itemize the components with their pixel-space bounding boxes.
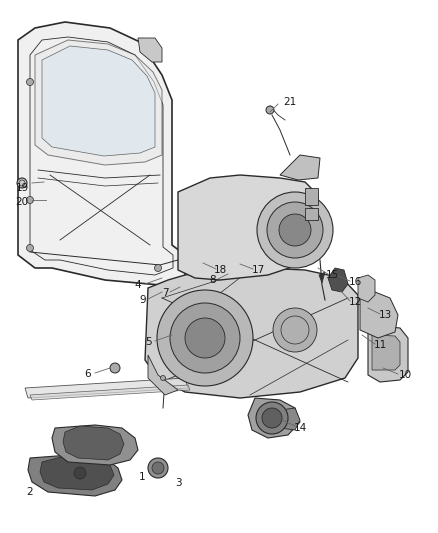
Text: 1: 1 <box>139 472 145 482</box>
Circle shape <box>27 245 33 252</box>
Polygon shape <box>63 426 124 460</box>
Circle shape <box>170 303 240 373</box>
Circle shape <box>74 467 86 479</box>
Polygon shape <box>145 268 358 398</box>
Text: 17: 17 <box>251 265 265 275</box>
Polygon shape <box>372 335 400 370</box>
Text: 9: 9 <box>140 295 146 305</box>
Polygon shape <box>368 326 408 382</box>
Polygon shape <box>28 455 122 496</box>
Polygon shape <box>52 425 138 465</box>
Polygon shape <box>280 408 300 430</box>
Polygon shape <box>305 208 318 220</box>
Text: 2: 2 <box>27 487 33 497</box>
Text: 3: 3 <box>175 478 181 488</box>
Polygon shape <box>35 40 162 165</box>
Text: 16: 16 <box>348 277 362 287</box>
Circle shape <box>17 178 27 188</box>
Circle shape <box>152 462 164 474</box>
Text: 19: 19 <box>15 183 28 193</box>
Text: 10: 10 <box>399 370 412 380</box>
Circle shape <box>256 402 288 434</box>
Circle shape <box>27 78 33 85</box>
Polygon shape <box>358 275 375 302</box>
Circle shape <box>155 264 162 271</box>
Polygon shape <box>319 272 325 283</box>
Text: 5: 5 <box>145 337 151 347</box>
Circle shape <box>157 290 253 386</box>
Polygon shape <box>305 188 318 205</box>
Text: 18: 18 <box>213 265 226 275</box>
Polygon shape <box>30 385 190 400</box>
Text: 14: 14 <box>293 423 307 433</box>
Circle shape <box>273 308 317 352</box>
Text: 6: 6 <box>85 369 91 379</box>
Text: 15: 15 <box>325 270 339 280</box>
Circle shape <box>185 318 225 358</box>
Polygon shape <box>360 292 398 338</box>
Polygon shape <box>138 38 162 62</box>
Circle shape <box>279 214 311 246</box>
Polygon shape <box>18 22 185 285</box>
Text: 4: 4 <box>135 280 141 290</box>
Text: 13: 13 <box>378 310 392 320</box>
Circle shape <box>160 376 166 381</box>
Text: 20: 20 <box>15 197 28 207</box>
Circle shape <box>27 197 33 204</box>
Text: 8: 8 <box>210 275 216 285</box>
Polygon shape <box>148 355 178 395</box>
Polygon shape <box>25 378 188 398</box>
Circle shape <box>148 458 168 478</box>
Circle shape <box>266 106 274 114</box>
Polygon shape <box>280 155 320 180</box>
Text: 11: 11 <box>373 340 387 350</box>
Polygon shape <box>248 398 300 438</box>
Text: 7: 7 <box>162 288 168 298</box>
Text: 12: 12 <box>348 297 362 307</box>
Circle shape <box>257 192 333 268</box>
Polygon shape <box>178 175 318 280</box>
Circle shape <box>110 363 120 373</box>
Circle shape <box>262 408 282 428</box>
Polygon shape <box>328 268 348 292</box>
Polygon shape <box>40 456 114 490</box>
Polygon shape <box>42 46 155 156</box>
Text: 21: 21 <box>283 97 297 107</box>
Circle shape <box>267 202 323 258</box>
